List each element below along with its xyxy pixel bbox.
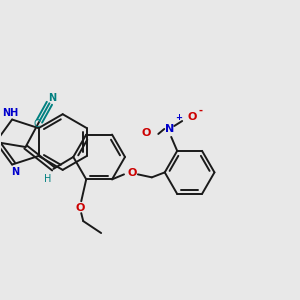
Text: O: O: [188, 112, 197, 122]
Text: -: -: [198, 106, 202, 116]
Text: O: O: [142, 128, 151, 138]
Text: C: C: [33, 119, 40, 129]
Text: O: O: [127, 168, 136, 178]
Text: O: O: [76, 203, 85, 213]
Text: +: +: [175, 112, 182, 122]
Text: N: N: [48, 93, 56, 103]
Text: N: N: [11, 167, 19, 176]
Text: H: H: [44, 174, 51, 184]
Text: NH: NH: [2, 108, 18, 118]
Text: N: N: [165, 124, 174, 134]
